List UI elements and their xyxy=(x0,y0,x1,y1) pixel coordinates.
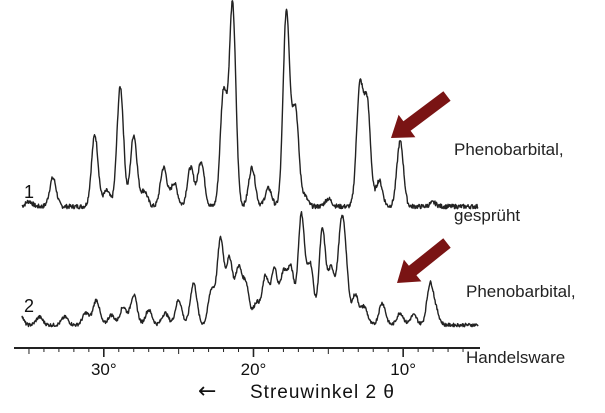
series-2-line xyxy=(21,211,479,328)
series-2-label: 2 xyxy=(24,296,34,316)
annotation-arrow-2 xyxy=(397,238,451,283)
x-tick-labels: 30° 20° 10° xyxy=(91,360,416,379)
x-axis xyxy=(14,347,480,357)
series-labels: 12 xyxy=(24,182,34,316)
series-layer xyxy=(21,0,479,328)
x-tick-label: 10° xyxy=(390,360,416,379)
x-axis-direction-arrow: ← xyxy=(198,379,216,404)
annotation-arrows xyxy=(391,91,451,283)
series-1-label: 1 xyxy=(24,182,34,202)
series-1-line xyxy=(21,0,479,210)
annotation-series-1-line-2: gesprüht xyxy=(454,206,521,225)
annotation-series-2-line-1: Phenobarbital, xyxy=(466,282,576,301)
x-tick-label: 20° xyxy=(241,360,267,379)
annotation-series-1-line-1: Phenobarbital, xyxy=(454,140,564,159)
annotation-arrow-1 xyxy=(391,91,451,138)
x-tick-label: 30° xyxy=(91,360,117,379)
annotation-series-2-line-2: Handelsware xyxy=(466,348,566,367)
x-axis-label: Streuwinkel 2 θ xyxy=(250,382,395,403)
annotation-series-2: Phenobarbital, Handelsware xyxy=(466,237,576,413)
annotation-series-1: Phenobarbital, gesprüht xyxy=(454,95,564,271)
